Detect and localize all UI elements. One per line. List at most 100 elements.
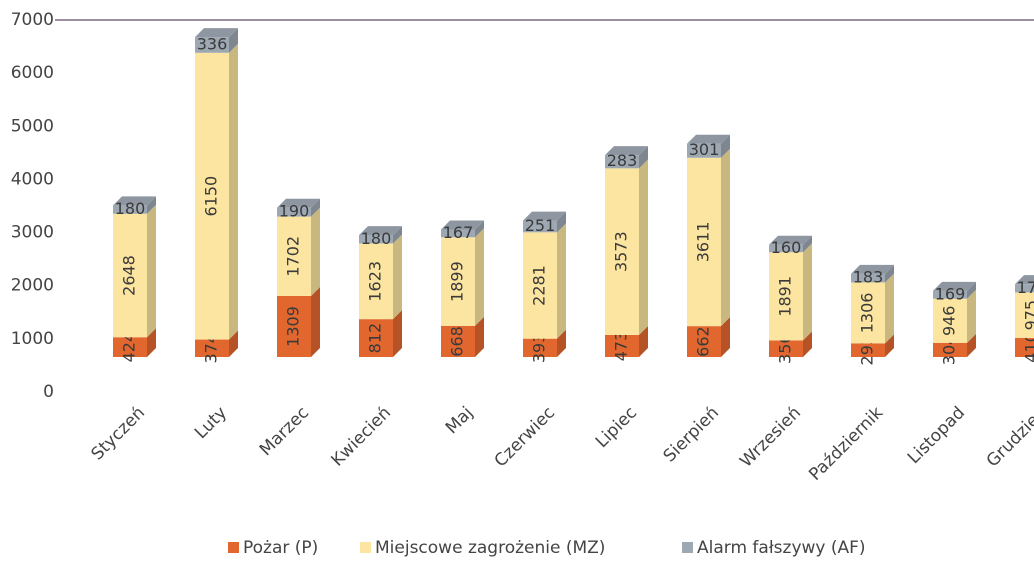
bar-front	[113, 213, 147, 338]
x-tick-label: Czerwiec	[491, 403, 559, 471]
bar-segment	[359, 234, 402, 320]
bar-front	[605, 155, 639, 169]
bar-segment	[1015, 292, 1034, 338]
data-label: 251	[525, 216, 556, 235]
x-tick-label: Maj	[442, 403, 477, 438]
bar-side	[147, 204, 156, 338]
bar-segment	[441, 220, 484, 238]
bar-side	[885, 334, 894, 357]
bar-side	[967, 289, 976, 343]
data-label: 1306	[858, 293, 877, 334]
x-tick-label: Listopad	[904, 403, 969, 468]
bar-side	[557, 223, 566, 339]
y-tick-label: 6000	[11, 63, 54, 83]
data-label: 410	[1022, 332, 1034, 363]
bar-segment	[277, 198, 320, 217]
bar-segment	[687, 317, 730, 357]
bar-front	[687, 143, 721, 158]
bar-segment	[851, 334, 894, 357]
bar-front	[769, 252, 803, 341]
data-label: 356	[776, 333, 795, 364]
bar-front	[605, 334, 639, 357]
bar-top	[851, 264, 894, 274]
bar-side	[803, 235, 812, 253]
bar-segment	[933, 333, 976, 357]
y-tick-label: 3000	[11, 223, 54, 243]
bar-segment	[1015, 275, 1034, 293]
bar-segment	[359, 226, 402, 244]
x-tick-label: Kwiecień	[328, 403, 396, 471]
data-label: 1309	[284, 306, 303, 347]
bar-front	[441, 229, 475, 238]
bar-segment	[769, 331, 812, 357]
legend-label: Pożar (P)	[243, 538, 318, 558]
data-label: 662	[694, 326, 713, 357]
bar-side	[393, 310, 402, 357]
bar-front	[687, 157, 721, 327]
x-tick-label: Sierpień	[660, 403, 723, 466]
bar-segment	[441, 228, 484, 326]
bar-segment	[277, 207, 320, 296]
bar-segment	[605, 159, 648, 335]
x-tick-label: Październik	[805, 403, 887, 485]
bar-top	[195, 28, 238, 38]
bar-front	[851, 282, 885, 344]
bar-side	[147, 196, 156, 214]
data-label: 1623	[366, 261, 385, 302]
bar-top	[359, 226, 402, 236]
bar-side	[967, 281, 976, 299]
bar-segment	[195, 28, 238, 53]
bar-side	[229, 28, 238, 53]
x-tick-label: Styczeń	[88, 403, 150, 465]
y-tick-label: 0	[43, 382, 54, 402]
bar-side	[967, 333, 976, 357]
data-label: 975	[1022, 300, 1034, 331]
data-label: 6150	[202, 176, 221, 217]
x-tick-label: Lipiec	[592, 403, 641, 452]
bar-side	[475, 316, 484, 357]
bar-segment	[1015, 337, 1034, 357]
bar-segment	[195, 330, 238, 357]
data-label: 301	[689, 140, 720, 159]
bar-front	[277, 216, 311, 296]
bar-side	[311, 207, 320, 296]
bar-front	[441, 237, 475, 326]
bar-front	[523, 220, 557, 233]
data-label: 1702	[284, 236, 303, 277]
bar-side	[639, 325, 648, 357]
bar-top	[441, 220, 484, 230]
bar-segment	[277, 286, 320, 357]
bar-side	[639, 159, 648, 335]
data-label: 812	[366, 323, 385, 354]
bar-segment	[933, 281, 976, 299]
data-label: 946	[940, 305, 959, 336]
bar-segment	[113, 328, 156, 357]
data-label: 424	[120, 332, 139, 363]
bar-front	[195, 52, 229, 340]
legend-label: Miejscowe zagrożenie (MZ)	[375, 538, 605, 558]
legend-swatch	[360, 542, 371, 553]
bar-side	[311, 286, 320, 357]
data-label: 1899	[448, 261, 467, 302]
bar-segment	[523, 211, 566, 233]
bar-top	[523, 211, 566, 221]
bar-side	[475, 220, 484, 238]
bar-segment	[687, 134, 730, 158]
legend-label: Alarm fałszywy (AF)	[697, 538, 866, 558]
legend-swatch	[682, 542, 693, 553]
bar-front	[769, 244, 803, 253]
y-tick-label: 4000	[11, 169, 54, 189]
data-label: 1891	[776, 276, 795, 317]
y-tick-label: 7000	[11, 10, 54, 30]
data-label: 668	[448, 326, 467, 357]
bar-top	[1015, 275, 1034, 285]
bar-segment	[769, 235, 812, 253]
y-tick-label: 1000	[11, 329, 54, 349]
bar-front	[1015, 337, 1034, 357]
data-label: 2648	[120, 255, 139, 296]
bar-side	[557, 211, 566, 233]
bar-segment	[523, 329, 566, 357]
bar-front	[769, 340, 803, 357]
bar-segment	[933, 289, 976, 343]
data-label: 190	[279, 202, 310, 221]
